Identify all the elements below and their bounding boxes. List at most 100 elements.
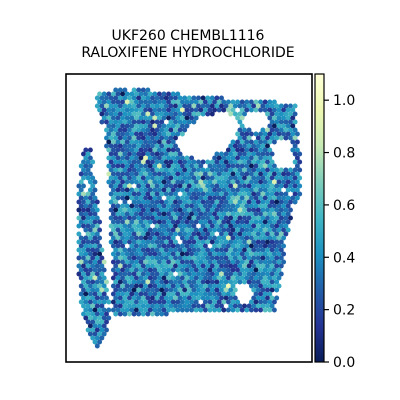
tissue-spot [122, 287, 128, 293]
tissue-spot [161, 211, 167, 217]
tissue-spot [221, 155, 227, 161]
tissue-spot [244, 235, 250, 241]
tissue-spot [283, 167, 289, 173]
tissue-spot [269, 183, 275, 189]
tissue-spot [147, 171, 153, 177]
tissue-spot [232, 167, 238, 173]
tissue-spot [281, 219, 287, 225]
tissue-spot [173, 215, 178, 221]
tissue-spot [115, 91, 121, 97]
tissue-spot [196, 295, 201, 301]
tissue-spot [198, 219, 204, 225]
tissue-spot [163, 151, 169, 157]
tissue-spot [90, 303, 96, 309]
tissue-spot [140, 111, 146, 117]
tissue-spot [152, 163, 158, 169]
tissue-spot [276, 283, 282, 289]
tissue-spot [276, 211, 282, 217]
tissue-spot [90, 175, 96, 181]
tissue-spot [120, 99, 126, 105]
tissue-spot [179, 235, 185, 241]
tissue-spot [274, 271, 280, 277]
tissue-spot [83, 163, 89, 169]
tissue-spot [110, 251, 116, 257]
tissue-spot [292, 111, 298, 117]
tissue-spot [156, 155, 162, 161]
tissue-spot [138, 219, 144, 225]
tissue-spot [150, 271, 155, 277]
tissue-spot [214, 103, 220, 109]
tissue-spot [140, 255, 146, 261]
tissue-spot [120, 187, 126, 193]
tissue-spot [159, 271, 165, 277]
tissue-spot [223, 239, 229, 245]
tissue-spot [244, 203, 250, 209]
tissue-spot [145, 287, 151, 293]
tissue-spot [143, 115, 149, 121]
tissue-spot [152, 227, 158, 233]
tissue-spot [278, 223, 284, 229]
tissue-spot [230, 147, 236, 153]
tissue-spot [138, 155, 144, 161]
tissue-spot [161, 139, 167, 145]
tissue-spot [127, 231, 132, 237]
tissue-spot [219, 239, 224, 245]
tissue-spot [196, 271, 201, 277]
tissue-spot [124, 299, 130, 305]
tissue-spot [179, 107, 185, 113]
tissue-spot [97, 91, 103, 97]
tissue-spot [143, 147, 149, 153]
tissue-spot [248, 163, 254, 169]
tissue-spot [97, 291, 103, 297]
tissue-spot [97, 339, 103, 345]
tissue-spot [99, 303, 105, 309]
tissue-spot [117, 207, 123, 213]
tissue-spot [117, 311, 123, 317]
tissue-spot [170, 259, 176, 265]
tissue-spot [163, 303, 169, 309]
tissue-spot [283, 199, 289, 205]
tissue-spot [260, 279, 266, 285]
tissue-spot [117, 271, 123, 277]
tissue-spot [258, 291, 264, 297]
tissue-spot [115, 163, 121, 169]
tissue-spot [260, 167, 266, 173]
tissue-spot [242, 167, 247, 173]
tissue-spot [94, 199, 100, 205]
tissue-spot [113, 271, 119, 277]
tissue-spot [145, 119, 151, 125]
tissue-spot [186, 207, 192, 213]
tissue-spot [255, 175, 261, 181]
tissue-spot [283, 207, 289, 213]
tissue-spot [175, 107, 181, 113]
tissue-spot [104, 103, 109, 109]
tissue-spot [182, 119, 188, 125]
tissue-spot [262, 211, 268, 217]
tissue-spot [191, 95, 197, 101]
tissue-spot [133, 211, 139, 217]
tissue-spot [186, 111, 192, 117]
tissue-spot [115, 131, 121, 137]
tissue-spot [104, 295, 109, 301]
tissue-spot [129, 139, 135, 145]
tissue-spot [212, 251, 218, 257]
tissue-spot [262, 227, 268, 233]
tissue-spot [133, 283, 139, 289]
tissue-spot [90, 271, 96, 277]
tissue-spot [173, 135, 178, 141]
tissue-spot [168, 119, 174, 125]
tissue-spot [106, 115, 112, 121]
tissue-spot [230, 275, 236, 281]
tissue-spot [253, 179, 259, 185]
tissue-spot [124, 91, 130, 97]
tissue-spot [117, 183, 123, 189]
tissue-spot [179, 123, 185, 129]
tissue-spot [274, 167, 280, 173]
tissue-spot [214, 295, 220, 301]
tissue-spot [94, 303, 100, 309]
tissue-spot [244, 163, 250, 169]
tissue-spot [223, 247, 229, 253]
tissue-spot [133, 219, 139, 225]
tissue-spot [145, 159, 151, 165]
tissue-spot [124, 195, 130, 201]
